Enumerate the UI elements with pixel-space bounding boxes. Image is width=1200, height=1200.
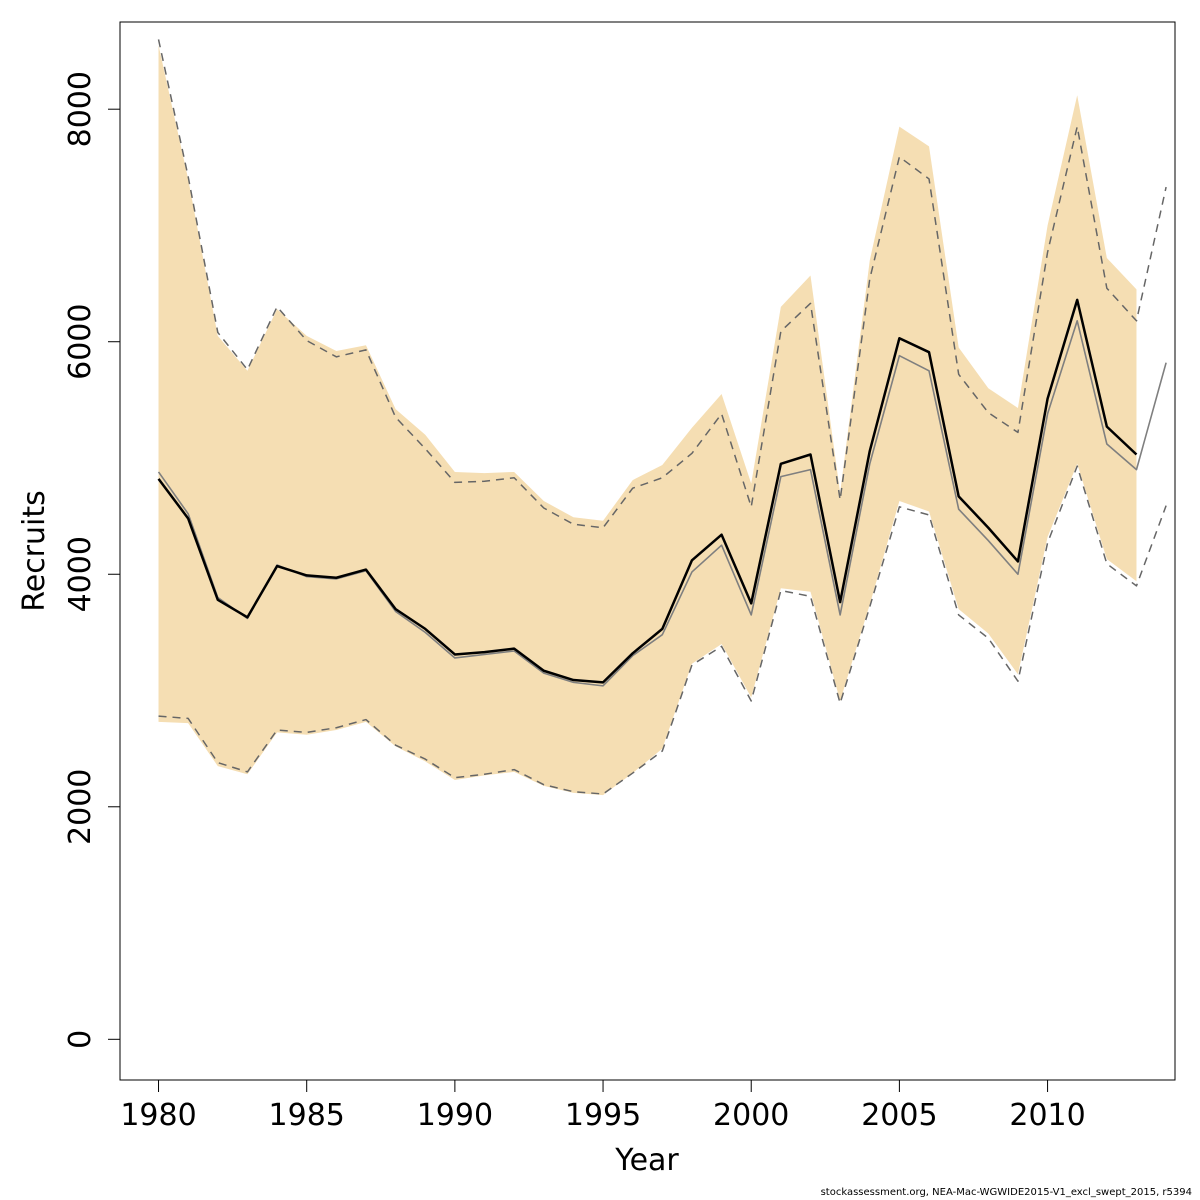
x-tick-label: 1990 (417, 1098, 493, 1133)
source-footnote: stockassessment.org, NEA-Mac-WGWIDE2015-… (820, 1187, 1192, 1198)
previous-upper-ci-line (157, 39, 1167, 529)
x-tick-label: 2010 (1009, 1098, 1085, 1133)
x-tick-label: 1985 (269, 1098, 345, 1133)
confidence-band-layer (158, 45, 1137, 796)
series-layer (157, 39, 1167, 795)
x-tick-label: 1995 (565, 1098, 641, 1133)
y-tick-label: 6000 (63, 304, 98, 380)
previous-lower-ci-line (158, 465, 1167, 795)
x-axis: 1980 1985 1990 1995 2000 2005 2010 (120, 1079, 1086, 1133)
x-axis-title: Year (614, 1143, 679, 1178)
x-tick-label: 1980 (120, 1098, 196, 1133)
confidence-band (158, 45, 1137, 796)
x-tick-label: 2000 (713, 1098, 789, 1133)
recruits-estimate-line (157, 298, 1138, 684)
y-axis: 0 2000 4000 6000 8000 (63, 71, 121, 1049)
y-tick-label: 4000 (63, 536, 98, 612)
x-tick-label: 2005 (861, 1098, 937, 1133)
y-axis-title: Recruits (17, 490, 52, 612)
y-tick-label: 0 (63, 1030, 98, 1049)
y-tick-label: 8000 (63, 71, 98, 147)
y-tick-label: 2000 (63, 769, 98, 845)
